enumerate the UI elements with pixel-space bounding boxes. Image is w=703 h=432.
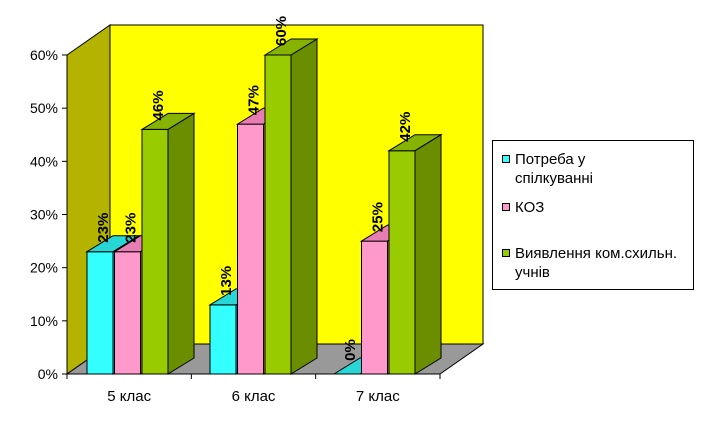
bar-front <box>141 128 169 375</box>
y-tick-label: 60% <box>30 47 58 63</box>
data-label: 23% <box>95 213 112 243</box>
legend-swatch-potreba <box>502 155 510 163</box>
y-tick-label: 0% <box>38 366 58 382</box>
legend-item-potreba: Потреба у спілкуванні <box>502 150 665 188</box>
bar-top <box>85 235 141 253</box>
bar <box>387 133 443 375</box>
data-labels: 23% 23% 46% 13% 47% 60% 0% 25% 42% <box>95 16 414 361</box>
legend-label-vyyavlennya: Виявлення ком.схильн. учнів <box>515 245 678 281</box>
legend-swatch-koz <box>502 203 510 211</box>
data-label: 0% <box>342 339 359 361</box>
data-label: 13% <box>218 266 235 296</box>
y-tick-label: 10% <box>30 313 58 329</box>
legend-item-koz: КОЗ <box>502 198 545 217</box>
data-label: 25% <box>370 202 387 232</box>
y-axis: 0% 10% 20% 30% 40% 50% 60% <box>30 47 68 382</box>
bar-front <box>114 251 141 375</box>
bar <box>140 112 196 375</box>
legend: Потреба у спілкуванні КОЗ Виявлення ком.… <box>492 140 694 290</box>
bar-front <box>361 240 388 375</box>
bars <box>85 38 443 375</box>
bar-front <box>237 123 264 375</box>
data-label: 42% <box>397 112 414 142</box>
x-axis: 5 клас 6 клас 7 клас <box>66 373 441 405</box>
data-label: 60% <box>273 16 290 46</box>
bar-side <box>414 133 442 375</box>
data-label: 46% <box>150 90 167 120</box>
bar-top <box>140 112 196 130</box>
bar-front <box>209 304 237 375</box>
legend-label-koz: КОЗ <box>515 199 545 216</box>
bar-side <box>167 112 195 375</box>
y-tick-label: 40% <box>30 153 58 169</box>
bar-side <box>290 38 318 375</box>
data-label: 47% <box>246 85 263 115</box>
x-category-label: 6 клас <box>232 388 276 405</box>
data-label: 23% <box>123 213 140 243</box>
bar <box>263 38 319 375</box>
bar-front <box>86 251 114 375</box>
legend-label-potreba: Потреба у спілкуванні <box>515 151 593 187</box>
bar-top <box>263 38 319 56</box>
legend-item-vyyavlennya: Виявлення ком.схильн. учнів <box>502 244 680 282</box>
y-tick-label: 30% <box>30 207 58 223</box>
x-category-label: 5 клас <box>107 388 151 405</box>
y-tick-label: 50% <box>30 100 58 116</box>
legend-swatch-vyyavlennya <box>502 249 510 257</box>
bar-top <box>387 134 443 152</box>
bar-front <box>264 54 292 375</box>
x-category-label: 7 клас <box>356 388 400 405</box>
bar-front <box>388 150 416 375</box>
y-tick-label: 20% <box>30 260 58 276</box>
